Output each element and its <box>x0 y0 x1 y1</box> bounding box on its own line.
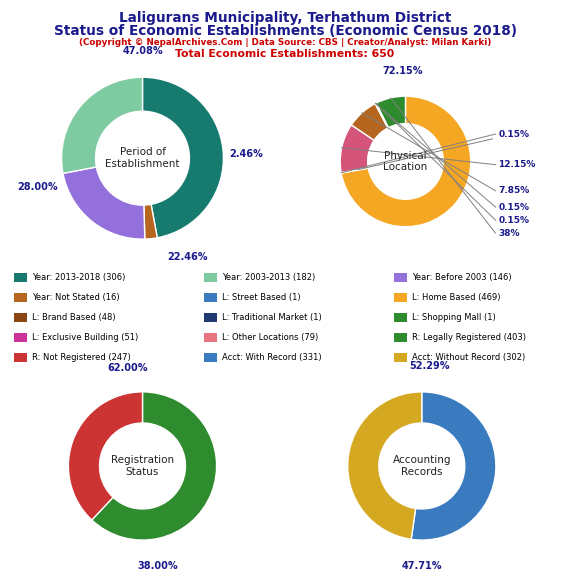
Text: 72.15%: 72.15% <box>382 66 422 76</box>
Text: 0.15%: 0.15% <box>357 129 529 170</box>
Text: L: Other Locations (79): L: Other Locations (79) <box>222 333 319 342</box>
Wedge shape <box>375 103 388 128</box>
Wedge shape <box>341 168 368 173</box>
Text: 38.00%: 38.00% <box>137 561 178 570</box>
Text: 28.00%: 28.00% <box>17 181 58 192</box>
Text: Laligurans Municipality, Terhathum District: Laligurans Municipality, Terhathum Distr… <box>119 11 451 26</box>
Text: L: Brand Based (48): L: Brand Based (48) <box>32 314 116 322</box>
Text: Period of
Establishment: Period of Establishment <box>105 148 180 169</box>
Text: L: Home Based (469): L: Home Based (469) <box>413 294 501 302</box>
Text: 47.08%: 47.08% <box>122 46 163 56</box>
Text: Registration
Status: Registration Status <box>111 455 174 477</box>
Text: 22.46%: 22.46% <box>167 252 207 262</box>
Wedge shape <box>63 167 145 239</box>
Text: Year: 2003-2013 (182): Year: 2003-2013 (182) <box>222 274 316 282</box>
Text: Accounting
Records: Accounting Records <box>393 455 451 477</box>
Text: (Copyright © NepalArchives.Com | Data Source: CBS | Creator/Analyst: Milan Karki: (Copyright © NepalArchives.Com | Data So… <box>79 38 491 47</box>
Wedge shape <box>351 104 388 140</box>
Wedge shape <box>142 77 223 238</box>
Text: 0.15%: 0.15% <box>498 215 529 225</box>
Wedge shape <box>376 96 405 128</box>
Text: 2.46%: 2.46% <box>229 149 263 159</box>
Wedge shape <box>144 204 157 239</box>
Wedge shape <box>411 392 496 540</box>
Text: Year: Not Stated (16): Year: Not Stated (16) <box>32 294 120 302</box>
Wedge shape <box>341 96 471 227</box>
Text: 47.71%: 47.71% <box>401 561 442 570</box>
Text: Physical
Location: Physical Location <box>384 150 428 172</box>
Text: 52.29%: 52.29% <box>409 361 450 371</box>
Text: L: Traditional Market (1): L: Traditional Market (1) <box>222 314 322 322</box>
Text: R: Legally Registered (403): R: Legally Registered (403) <box>413 333 527 342</box>
Text: L: Shopping Mall (1): L: Shopping Mall (1) <box>413 314 496 322</box>
Text: 62.00%: 62.00% <box>107 363 148 373</box>
Wedge shape <box>340 125 374 173</box>
Wedge shape <box>62 77 142 173</box>
Text: 12.15%: 12.15% <box>498 160 536 169</box>
Text: Year: Before 2003 (146): Year: Before 2003 (146) <box>413 274 512 282</box>
Text: 7.85%: 7.85% <box>498 186 530 196</box>
Wedge shape <box>92 392 217 540</box>
Text: L: Exclusive Building (51): L: Exclusive Building (51) <box>32 333 139 342</box>
Text: 0.15%: 0.15% <box>498 202 529 211</box>
Text: Acct: With Record (331): Acct: With Record (331) <box>222 353 322 362</box>
Text: R: Not Registered (247): R: Not Registered (247) <box>32 353 131 362</box>
Text: Year: 2013-2018 (306): Year: 2013-2018 (306) <box>32 274 126 282</box>
Text: 38%: 38% <box>498 229 520 238</box>
Text: Acct: Without Record (302): Acct: Without Record (302) <box>413 353 526 362</box>
Text: Status of Economic Establishments (Economic Census 2018): Status of Economic Establishments (Econo… <box>54 24 516 38</box>
Wedge shape <box>376 103 389 128</box>
Text: Total Economic Establishments: 650: Total Economic Establishments: 650 <box>176 49 394 59</box>
Wedge shape <box>348 392 422 539</box>
Wedge shape <box>68 392 142 520</box>
Text: L: Street Based (1): L: Street Based (1) <box>222 294 301 302</box>
